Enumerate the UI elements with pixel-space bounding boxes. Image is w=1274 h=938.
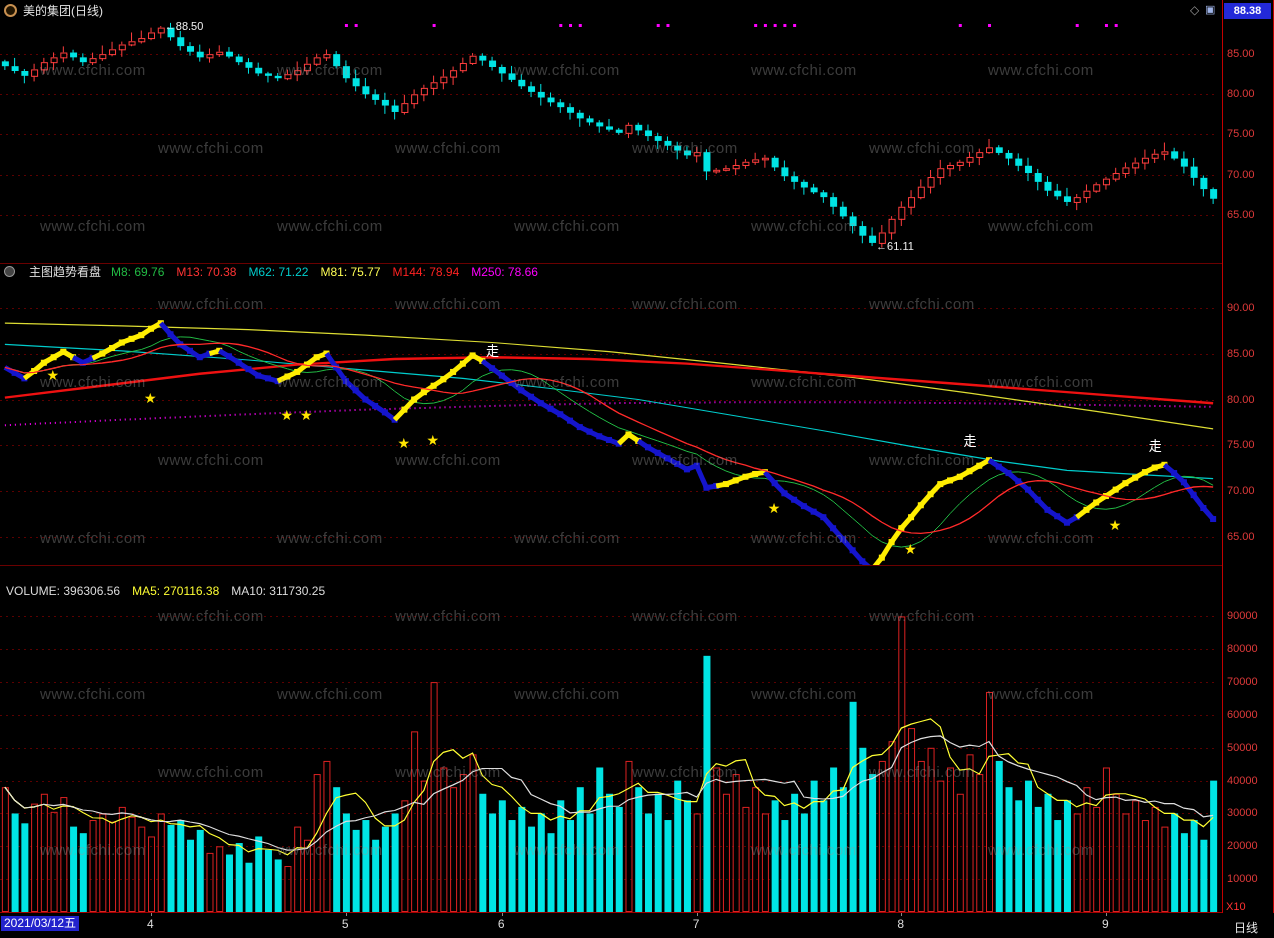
- indicator-value: M62: 71.22: [248, 264, 309, 279]
- indicator-value: M81: 75.77: [320, 264, 381, 279]
- axis-tick-label: 75.00: [1227, 439, 1255, 452]
- quote-box: 88.38: [1224, 3, 1271, 19]
- axis-tick-label: 80000: [1227, 643, 1258, 656]
- axis-tick-label: 40000: [1227, 774, 1258, 787]
- month-tick-mark: [1105, 913, 1107, 916]
- month-label: 7: [692, 917, 700, 931]
- axis-tick-label: 90.00: [1227, 301, 1255, 314]
- titlebar: 美的集团(日线): [0, 0, 1222, 20]
- indicator-icon[interactable]: [4, 266, 15, 277]
- volume-ma-values: VOLUME: 396306.56 MA5: 270116.38 MA10: 311…: [6, 584, 337, 598]
- trend-indicator-header: 主图趋势看盘 M8: 69.76 M13: 70.38 M62: 71.22 M81:…: [0, 264, 1220, 279]
- month-label: 8: [897, 917, 904, 931]
- month-label: 4: [147, 917, 154, 931]
- window-title: 美的集团(日线): [23, 3, 103, 18]
- month-tick-mark: [501, 913, 503, 916]
- month-tick-mark: [901, 913, 903, 916]
- date-label: 2021/03/12五: [1, 916, 80, 931]
- indicator-value: MA10: 311730.25: [231, 583, 326, 598]
- panel-divider: [0, 565, 1222, 566]
- month-tick-mark: [345, 913, 347, 916]
- candlestick-chart[interactable]: [0, 22, 1218, 263]
- axis-tick-label: 90000: [1227, 610, 1258, 623]
- axis-tick-label: 80.00: [1227, 393, 1255, 406]
- volume-header: VOLUME: 396306.56 MA5: 270116.38 MA10: 311…: [0, 583, 1220, 598]
- axis-tick-label: 50000: [1227, 741, 1258, 754]
- indicator-value: M13: 70.38: [176, 264, 237, 279]
- statusbar-divider: [0, 912, 1274, 913]
- indicator-value: VOLUME: 396306.56: [6, 583, 121, 598]
- axis-tick-label: 65.00: [1227, 208, 1255, 221]
- trend-ma-values: M8: 69.76 M13: 70.38 M62: 71.22 M81: 75.77 M…: [111, 265, 550, 279]
- indicator-value: MA5: 270116.38: [132, 583, 220, 598]
- axis-tick-label: 85.00: [1227, 48, 1255, 61]
- pin-icon[interactable]: ▣: [1205, 4, 1216, 16]
- quote-value: 88.38: [1233, 5, 1262, 17]
- axis-tick-label: 10000: [1227, 873, 1258, 886]
- axis-tick-label: 70.00: [1227, 485, 1255, 498]
- axis-tick-label: 60000: [1227, 708, 1258, 721]
- axis-tick-label: 70.00: [1227, 168, 1255, 181]
- app-icon[interactable]: [4, 3, 17, 17]
- month-label: 9: [1101, 917, 1109, 931]
- axis-separator-line: [1222, 0, 1223, 938]
- month-label: 6: [497, 917, 505, 931]
- axis-tick-label: 30000: [1227, 807, 1258, 820]
- panel-divider: [0, 263, 1222, 264]
- axis-tick-label: 20000: [1227, 840, 1258, 853]
- month-tick-mark: [151, 913, 153, 916]
- axis-tick-label: 85.00: [1227, 347, 1255, 360]
- axis-tick-label: 75.00: [1227, 128, 1255, 141]
- indicator-value: M250: 78.66: [471, 264, 538, 279]
- period-label[interactable]: 日线: [1234, 921, 1259, 935]
- indicator-title[interactable]: 主图趋势看盘: [29, 265, 102, 279]
- axis-tick-label: 65.00: [1227, 531, 1255, 544]
- month-tick-mark: [696, 913, 698, 916]
- trend-indicator-chart[interactable]: [0, 280, 1218, 565]
- axis-tick-label: 70000: [1227, 676, 1258, 689]
- indicator-value: M8: 69.76: [111, 264, 165, 279]
- scale-multiplier-label: X10: [1226, 901, 1246, 913]
- month-label: 5: [341, 917, 349, 931]
- diamond-icon[interactable]: ◇: [1190, 3, 1200, 17]
- volume-chart[interactable]: [0, 600, 1218, 912]
- price-axis: 85.00 80.00 75.00 70.00 65.00 90.00 85.00 80.00…: [1223, 0, 1274, 938]
- statusbar: 2021/03/12五 4 5 6 7 8 9: [0, 913, 1274, 938]
- indicator-value: M144: 78.94: [392, 264, 460, 279]
- axis-tick-label: 80.00: [1227, 88, 1255, 101]
